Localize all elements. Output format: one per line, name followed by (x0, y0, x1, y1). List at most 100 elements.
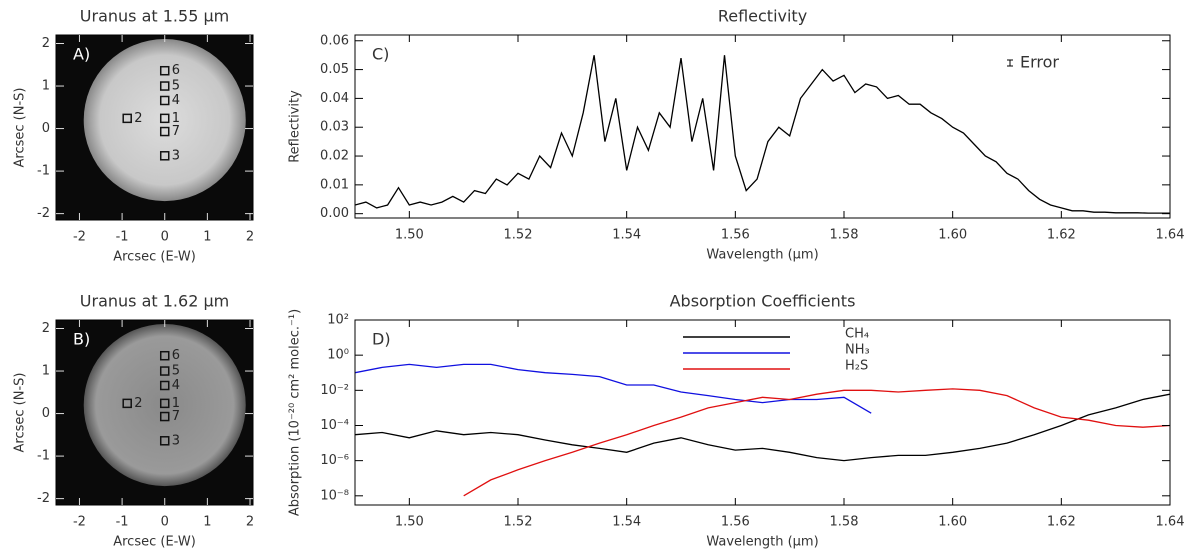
region-label: 2 (134, 111, 142, 126)
spectrum-line (355, 393, 1170, 462)
region-box (159, 151, 170, 161)
y-axis-label: Absorption (10⁻²⁰ cm² molec.⁻¹) (288, 309, 303, 516)
y-tick-label: 0.00 (320, 206, 349, 221)
y-tick-label: 10⁻⁶ (320, 453, 349, 468)
y-tick-label: 0.02 (320, 149, 349, 164)
x-tick-label: 1.60 (938, 515, 967, 530)
y-tick-label: 0.05 (320, 62, 349, 77)
plot-area (355, 55, 1170, 214)
y-tick-label: 0 (42, 121, 50, 136)
y-axis-label: Arcsec (N-S) (13, 88, 28, 168)
region-box (159, 380, 170, 391)
region-label: 4 (172, 93, 180, 108)
x-axis-label: Wavelength (μm) (706, 248, 818, 263)
region-box (159, 81, 170, 91)
axes-frame (55, 319, 254, 506)
chart-title: Absorption Coefficients (670, 292, 856, 311)
spectrum-line (355, 363, 872, 414)
x-tick-label: 1.60 (938, 228, 967, 243)
y-tick-label: 10⁻⁸ (320, 488, 349, 503)
axes-frame (55, 34, 254, 221)
region-label: 1 (172, 396, 180, 411)
region-box (159, 95, 170, 106)
x-tick-label: 1.52 (504, 515, 533, 530)
y-tick-label: 10⁻² (320, 383, 349, 398)
planet-disk (83, 324, 246, 487)
x-tick-label: 1.58 (830, 515, 859, 530)
legend-label: NH₃ (845, 343, 870, 358)
y-tick-label: 2 (42, 321, 50, 336)
plot-area (355, 363, 1170, 497)
chart-title: Reflectivity (718, 7, 807, 26)
region-box (159, 398, 170, 409)
x-tick-label: 1.64 (1156, 515, 1185, 530)
x-tick-label: 2 (246, 515, 254, 530)
y-tick-label: 1 (42, 364, 50, 379)
y-tick-label: 10² (327, 313, 349, 328)
region-label: 5 (172, 79, 180, 94)
x-tick-label: 1.50 (395, 515, 424, 530)
x-tick-label: -1 (116, 515, 129, 530)
region-label: 6 (172, 63, 180, 78)
y-tick-label: 0 (42, 406, 50, 421)
x-axis-label: Arcsec (E-W) (113, 250, 196, 265)
x-tick-label: 1 (203, 515, 211, 530)
axes-frame (354, 319, 1171, 506)
panel-label: A) (73, 45, 90, 64)
plot-area: 654 2 17 3 (56, 35, 253, 220)
region-label: 2 (134, 396, 142, 411)
x-tick-label: 1.54 (612, 515, 641, 530)
x-tick-label: -2 (73, 230, 86, 245)
x-tick-label: 1.50 (395, 228, 424, 243)
chart-title: Uranus at 1.62 μm (80, 292, 229, 311)
axes-frame (354, 34, 1171, 219)
panel-label: B) (73, 330, 90, 349)
region-box (122, 398, 132, 409)
x-tick-label: 1.64 (1156, 228, 1185, 243)
y-tick-label: 1 (42, 79, 50, 94)
y-tick-label: -1 (37, 164, 50, 179)
region-box (159, 65, 170, 76)
x-tick-label: 1.54 (612, 228, 641, 243)
region-label: 5 (172, 364, 180, 379)
region-label: 6 (172, 348, 180, 363)
annotation: Error (1020, 53, 1059, 72)
region-label: 1 (172, 111, 180, 126)
y-tick-label: 2 (42, 36, 50, 51)
x-tick-label: -1 (116, 230, 129, 245)
panel-label: C) (372, 45, 389, 64)
region-box (122, 113, 132, 124)
panel-label: D) (372, 330, 391, 349)
x-tick-label: 1.62 (1047, 515, 1076, 530)
y-tick-label: 0.01 (320, 177, 349, 192)
region-label: 3 (172, 148, 180, 163)
plot-area: 654 2 17 3 (56, 320, 253, 505)
y-tick-label: -2 (37, 206, 50, 221)
y-axis-label: Arcsec (N-S) (13, 373, 28, 453)
x-tick-label: 1.56 (721, 228, 750, 243)
x-tick-label: 0 (161, 230, 169, 245)
y-tick-label: 0.06 (320, 33, 349, 48)
x-axis-label: Arcsec (E-W) (113, 535, 196, 550)
region-label: 3 (172, 433, 180, 448)
legend-label: H₂S (845, 359, 868, 374)
region-box (159, 126, 170, 137)
x-tick-label: 1.56 (721, 515, 750, 530)
y-tick-label: 10⁰ (327, 348, 349, 363)
spectrum-line (355, 55, 1170, 214)
y-tick-label: 10⁻⁴ (320, 418, 349, 433)
region-box (159, 436, 170, 446)
y-tick-label: -1 (37, 449, 50, 464)
chart-title: Uranus at 1.55 μm (80, 7, 229, 26)
y-tick-label: 0.03 (320, 120, 349, 135)
spectrum-line (463, 388, 1170, 497)
y-axis-label: Reflectivity (288, 90, 303, 163)
y-tick-label: 0.04 (320, 91, 349, 106)
x-tick-label: -2 (73, 515, 86, 530)
x-axis-label: Wavelength (μm) (706, 535, 818, 550)
region-label: 7 (172, 124, 180, 139)
x-tick-label: 1 (203, 230, 211, 245)
legend-label: CH₄ (845, 327, 869, 342)
